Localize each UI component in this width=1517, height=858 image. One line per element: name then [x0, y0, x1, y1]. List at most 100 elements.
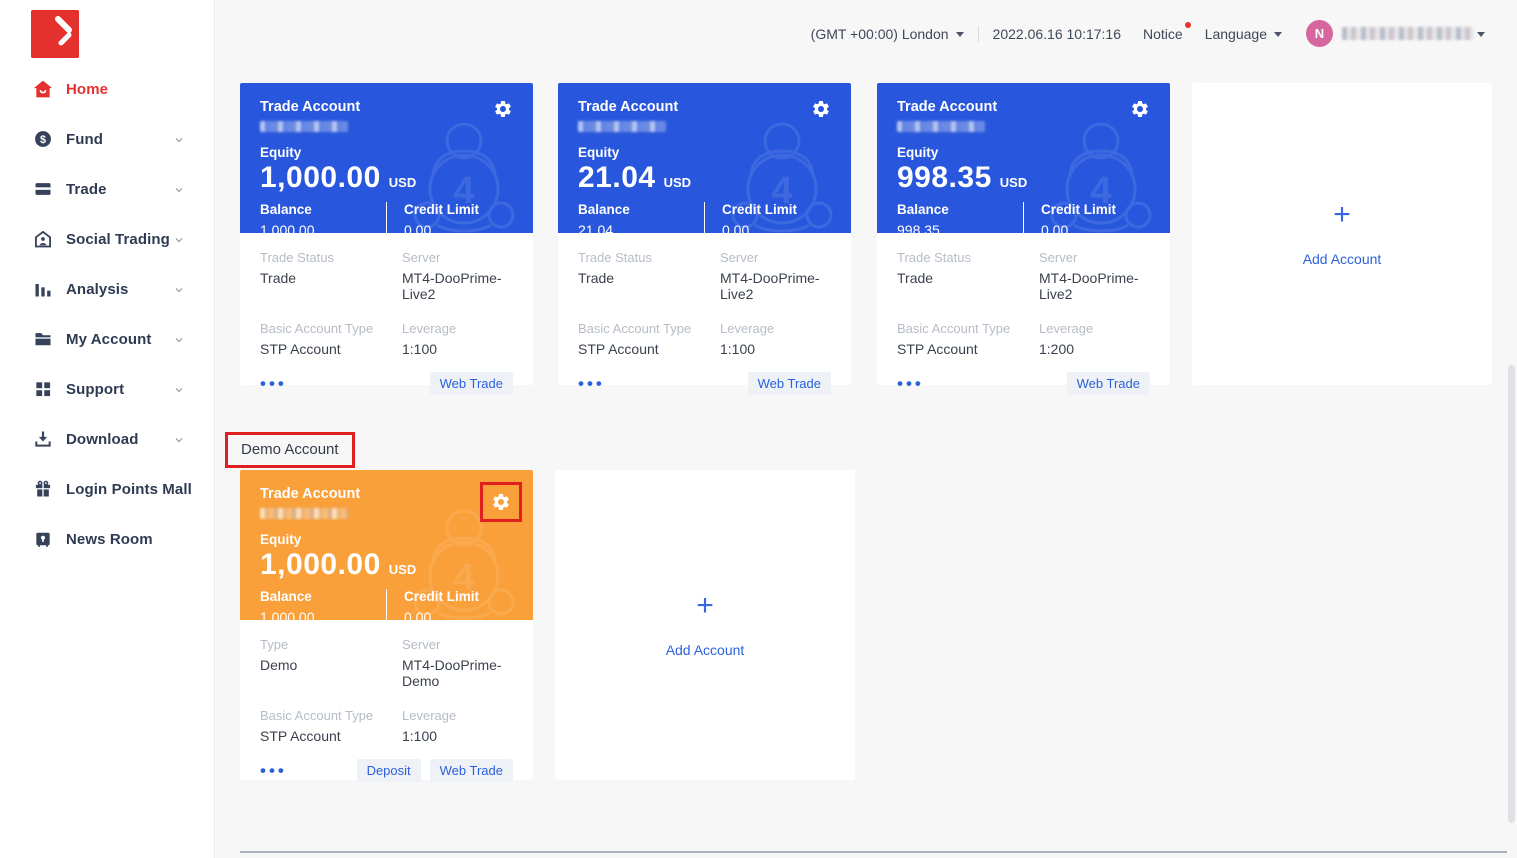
- sidebar-item-label: My Account: [66, 330, 152, 348]
- chevron-down-icon: [173, 433, 185, 445]
- sidebar-item-label: News Room: [66, 530, 153, 548]
- info-label: Basic Account Type: [897, 321, 1011, 336]
- notice-button[interactable]: Notice: [1143, 21, 1191, 42]
- vertical-scrollbar[interactable]: [1508, 365, 1515, 823]
- news-icon: [33, 529, 53, 549]
- equity-currency: USD: [388, 562, 417, 577]
- trade-account-card: Trade Account Equity 1,000.00 USD Balanc…: [240, 83, 533, 395]
- svg-text:$: $: [40, 134, 46, 146]
- balance-value: 21.04: [578, 222, 614, 233]
- web-trade-button[interactable]: Web Trade: [747, 372, 831, 395]
- account-card-header: Trade Account Equity 998.35 USD Balance …: [877, 83, 1170, 233]
- add-account-label: Add Account: [665, 642, 745, 658]
- info-label: Leverage: [402, 321, 457, 336]
- account-card-header: Trade Account Equity 1,000.00 USD Balanc…: [240, 83, 533, 233]
- balance-label: Balance: [260, 589, 312, 604]
- my-account-icon: [33, 329, 53, 349]
- doo-prime-logo[interactable]: [31, 10, 79, 58]
- username-redacted: [1342, 27, 1474, 40]
- more-options-button[interactable]: •••: [578, 373, 605, 393]
- equity-value: 998.35: [897, 161, 992, 194]
- divider: [386, 589, 387, 620]
- deposit-button[interactable]: Deposit: [356, 759, 421, 782]
- web-trade-button[interactable]: Web Trade: [1066, 372, 1150, 395]
- plus-icon: +: [696, 589, 714, 622]
- divider: [704, 202, 705, 233]
- card-title: Trade Account: [897, 99, 998, 115]
- home-icon: [33, 79, 53, 99]
- sidebar-item-label: Fund: [66, 130, 104, 148]
- settings-gear-icon[interactable]: [491, 492, 511, 512]
- info-label: Basic Account Type: [578, 321, 692, 336]
- balance-label: Balance: [260, 202, 312, 217]
- caret-down-icon: [1477, 32, 1485, 37]
- chevron-down-icon: [173, 183, 185, 195]
- info-label: Server: [402, 250, 441, 265]
- web-trade-button[interactable]: Web Trade: [429, 372, 513, 395]
- account-number-redacted: [260, 508, 348, 519]
- add-account-card[interactable]: + Add Account: [1192, 83, 1492, 385]
- chevron-down-icon: [173, 133, 185, 145]
- trade-icon: [33, 179, 53, 199]
- account-number-redacted: [260, 121, 348, 132]
- sidebar-item-my-account[interactable]: My Account: [0, 314, 215, 364]
- user-avatar[interactable]: N: [1306, 20, 1333, 47]
- sidebar-item-fund[interactable]: $ Fund: [0, 114, 215, 164]
- sidebar-item-analysis[interactable]: Analysis: [0, 264, 215, 314]
- equity-label: Equity: [578, 145, 620, 160]
- fund-icon: $: [33, 129, 53, 149]
- card-title: Trade Account: [260, 99, 361, 115]
- account-number-redacted: [897, 121, 985, 132]
- timezone-label: (GMT +00:00) London: [810, 25, 949, 42]
- info-value: 1:100: [402, 728, 438, 744]
- account-card-body: Type Demo Server MT4-DooPrime-Demo Basic A…: [240, 620, 533, 782]
- language-selector[interactable]: Language: [1205, 26, 1282, 42]
- chevron-down-icon: [173, 383, 185, 395]
- notice-label: Notice: [1143, 25, 1183, 42]
- social-trading-icon: [33, 229, 53, 249]
- sidebar-item-news-room[interactable]: News Room: [0, 514, 215, 564]
- account-card-body: Trade Status Trade Server MT4-DooPrime-Liv…: [877, 233, 1170, 395]
- sidebar-item-label: Support: [66, 380, 125, 398]
- sidebar-item-home[interactable]: Home: [0, 64, 215, 114]
- credit-limit-label: Credit Limit: [722, 202, 798, 217]
- settings-gear-icon[interactable]: [811, 99, 831, 119]
- sidebar-item-trade[interactable]: Trade: [0, 164, 215, 214]
- add-account-card[interactable]: + Add Account: [555, 470, 855, 780]
- sidebar-item-support[interactable]: Support: [0, 364, 215, 414]
- demo-account-card: Trade Account Equity 1,000.00 USD Balanc…: [240, 470, 533, 782]
- more-options-button[interactable]: •••: [260, 760, 287, 780]
- sidebar-item-label: Download: [66, 430, 139, 448]
- sidebar-item-login-points-mall[interactable]: Login Points Mall: [0, 464, 215, 514]
- sidebar-item-label: Login Points Mall: [66, 480, 192, 498]
- credit-limit-label: Credit Limit: [1041, 202, 1117, 217]
- card-title: Trade Account: [578, 99, 679, 115]
- settings-gear-annotation: [480, 482, 522, 522]
- timezone-selector[interactable]: (GMT +00:00) London: [811, 26, 964, 42]
- more-options-button[interactable]: •••: [897, 373, 924, 393]
- credit-limit-value: 0.00: [722, 222, 750, 233]
- sidebar-item-download[interactable]: Download: [0, 414, 215, 464]
- settings-gear-icon[interactable]: [1130, 99, 1150, 119]
- chevron-down-icon: [173, 333, 185, 345]
- info-value: STP Account: [260, 341, 341, 357]
- main-content: (GMT +00:00) London 2022.06.16 10:17:16 …: [215, 0, 1517, 858]
- info-value: Demo: [260, 657, 298, 673]
- sidebar-nav: Home $ Fund Trade: [0, 64, 215, 564]
- credit-limit-value: 0.00: [404, 609, 432, 620]
- info-label: Trade Status: [897, 250, 971, 265]
- account-number-redacted: [578, 121, 666, 132]
- info-value: MT4-DooPrime-Demo: [402, 657, 502, 689]
- balance-value: 998.35: [897, 222, 940, 233]
- equity-value: 21.04: [578, 161, 656, 194]
- info-label: Basic Account Type: [260, 321, 374, 336]
- more-options-button[interactable]: •••: [260, 373, 287, 393]
- divider: [1023, 202, 1024, 233]
- sidebar-item-social-trading[interactable]: Social Trading: [0, 214, 215, 264]
- account-card-header: Trade Account Equity 1,000.00 USD Balanc…: [240, 470, 533, 620]
- balance-label: Balance: [897, 202, 949, 217]
- web-trade-button[interactable]: Web Trade: [429, 759, 513, 782]
- settings-gear-icon[interactable]: [493, 99, 513, 119]
- user-menu[interactable]: [1342, 27, 1485, 40]
